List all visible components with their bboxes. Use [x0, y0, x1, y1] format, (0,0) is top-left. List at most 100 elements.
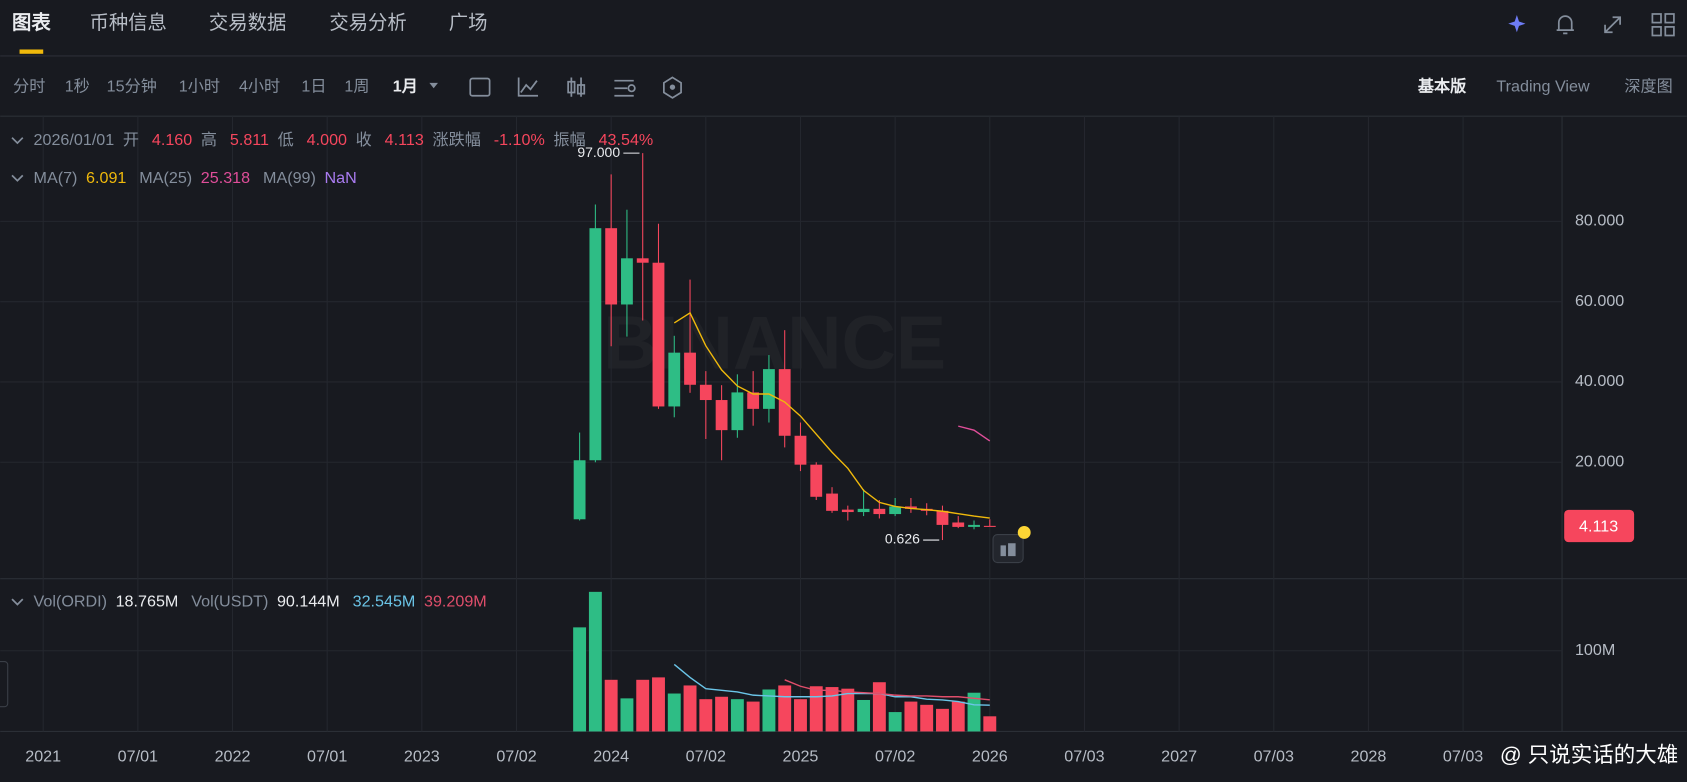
- interval-button[interactable]: 1小时: [179, 77, 220, 95]
- volume-bar: [715, 696, 729, 732]
- x-tick-label: 2028: [1350, 748, 1386, 766]
- volume-bar: [825, 687, 839, 732]
- candle-body: [763, 369, 775, 409]
- volume-bar: [841, 688, 855, 732]
- hex-dot: [669, 84, 676, 90]
- candle-body: [731, 392, 744, 431]
- interval-button[interactable]: 1周: [344, 77, 369, 95]
- settings-dot: [627, 84, 636, 93]
- interval-button[interactable]: 1月: [393, 77, 418, 95]
- legend-text: 涨跌幅: [432, 131, 480, 149]
- ma-line: [958, 425, 991, 442]
- calendar-icon[interactable]: [469, 77, 491, 97]
- tab[interactable]: 交易分析: [329, 12, 406, 34]
- active-tab-underline: [19, 49, 44, 54]
- x-tick-label: 07/01: [307, 748, 347, 766]
- collapse-chevron[interactable]: [11, 137, 24, 145]
- legend-text: 收: [356, 131, 372, 149]
- jump-icon: [1000, 543, 1016, 557]
- legend-text: NaN: [325, 169, 357, 187]
- expand-icon[interactable]: [1604, 16, 1621, 34]
- volume-bar: [983, 716, 997, 732]
- legend-text: 5.811: [230, 131, 269, 149]
- layout-icon[interactable]: [1651, 13, 1662, 24]
- settings-icon[interactable]: [614, 79, 634, 97]
- volume-bar: [699, 699, 713, 732]
- volume-bar: [667, 693, 681, 732]
- tab[interactable]: 币种信息: [89, 12, 166, 34]
- volume-bar: [604, 679, 618, 732]
- volume-bar: [652, 677, 665, 732]
- candle-body: [952, 522, 965, 527]
- candle-body: [636, 258, 649, 263]
- legend-text: 39.209M: [424, 593, 487, 611]
- volume-bar: [588, 591, 602, 732]
- candle-body: [936, 510, 949, 525]
- legend-text: 32.545M: [353, 593, 416, 611]
- volume-bar: [730, 699, 744, 732]
- dropdown-arrow[interactable]: [429, 82, 438, 89]
- annotation: 97.000: [577, 144, 620, 160]
- x-tick-label: 2024: [593, 748, 629, 766]
- interval-button[interactable]: 1日: [301, 77, 326, 95]
- view-switch[interactable]: 基本版: [1418, 76, 1467, 95]
- volume-bar: [636, 679, 650, 732]
- y-tick-label: 60.000: [1575, 292, 1624, 310]
- candle-body: [873, 508, 886, 515]
- collapse-chevron[interactable]: [11, 598, 24, 606]
- candle-body: [889, 506, 902, 515]
- candle-body: [857, 508, 870, 513]
- ai-icon[interactable]: [1508, 15, 1526, 33]
- x-tick-label: 07/02: [686, 748, 726, 766]
- x-tick-label: 2023: [404, 748, 440, 766]
- volume-bar: [888, 712, 902, 732]
- volume-bar: [809, 686, 823, 732]
- legend-text: 4.000: [307, 131, 347, 149]
- interval-button[interactable]: 4小时: [239, 77, 280, 95]
- interval-button[interactable]: 1秒: [65, 77, 90, 95]
- candle-body: [621, 258, 633, 305]
- candle-body: [684, 352, 696, 385]
- view-switch[interactable]: 深度图: [1624, 77, 1672, 95]
- x-tick-label: 2025: [783, 748, 819, 766]
- bell-icon[interactable]: [1556, 15, 1574, 35]
- x-tick-label: 07/02: [496, 748, 536, 766]
- candle-body: [747, 392, 760, 409]
- candle-body: [589, 228, 602, 461]
- candle-body: [968, 524, 980, 527]
- candle-body: [794, 435, 807, 465]
- interval-button[interactable]: 分时: [13, 77, 45, 95]
- current-price-tag: [1564, 509, 1635, 543]
- x-tick-label: 07/03: [1064, 748, 1104, 766]
- volume-bar: [762, 689, 776, 732]
- side-handle[interactable]: [0, 660, 9, 708]
- legend-text: 18.765M: [116, 593, 179, 611]
- interval-button[interactable]: 15分钟: [107, 77, 157, 95]
- event-dot[interactable]: [1017, 525, 1031, 539]
- watermark: @ 只说实话的大雄: [1500, 743, 1678, 767]
- legend-text: 2026/01/01: [34, 131, 115, 149]
- volume-ma-line: [673, 663, 990, 706]
- volume-bar: [967, 692, 981, 732]
- tab[interactable]: 交易数据: [209, 12, 286, 34]
- x-tick-label: 2021: [25, 748, 61, 766]
- candle-body: [573, 460, 586, 520]
- x-tick-label: 2027: [1161, 748, 1197, 766]
- candle-icon[interactable]: [567, 77, 586, 97]
- collapse-chevron[interactable]: [11, 174, 24, 182]
- tab[interactable]: 图表: [12, 11, 51, 34]
- legend-text: 高: [201, 131, 217, 149]
- hex-icon[interactable]: [663, 76, 682, 99]
- volume-bar: [951, 701, 965, 732]
- volume-ma-line: [784, 679, 990, 701]
- indicator-icon[interactable]: [517, 77, 539, 97]
- volume-bar: [857, 699, 871, 732]
- candle-body: [841, 509, 854, 513]
- view-switch[interactable]: Trading View: [1496, 77, 1590, 95]
- layout-icon: [1651, 26, 1662, 37]
- tab[interactable]: 广场: [449, 12, 488, 34]
- candle-body: [826, 493, 838, 511]
